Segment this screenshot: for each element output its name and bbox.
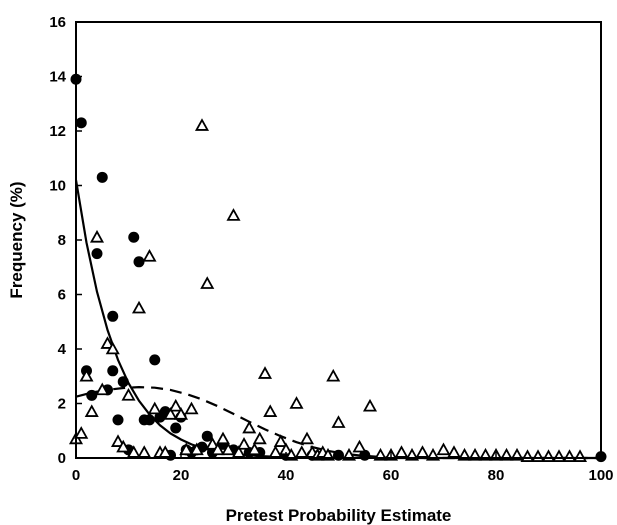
circle-point: [170, 422, 182, 434]
triangle-point: [205, 437, 220, 450]
triangle-point: [352, 439, 367, 453]
triangle-point: [121, 387, 136, 401]
x-tick-label: 20: [173, 467, 190, 484]
x-tick-label: 0: [72, 467, 80, 484]
triangle-point: [394, 445, 409, 458]
triangle-point: [147, 401, 162, 415]
triangle-point: [572, 449, 588, 462]
circle-point: [86, 389, 98, 401]
y-tick-label: 0: [58, 450, 66, 467]
triangle-point: [142, 248, 157, 262]
triangle-point: [415, 445, 430, 458]
triangle-point: [189, 442, 204, 456]
triangle-point: [184, 401, 199, 415]
x-tick-label: 100: [588, 467, 613, 484]
y-tick-label: 12: [49, 123, 66, 140]
circle-point: [112, 414, 124, 426]
triangle-point: [100, 336, 115, 349]
y-tick-label: 16: [49, 14, 66, 31]
plot-frame: [75, 21, 602, 459]
triangle-point: [231, 445, 246, 458]
triangle-point: [530, 449, 546, 462]
circle-point: [133, 256, 145, 268]
y-tick-label: 10: [49, 178, 66, 195]
triangle-point: [247, 442, 262, 456]
circle-point: [91, 248, 103, 260]
triangle-point: [541, 449, 556, 462]
triangle-point: [131, 300, 147, 314]
triangle-point: [74, 426, 89, 439]
x-axis-title: Pretest Probability Estimate: [226, 506, 452, 525]
triangle-point: [116, 439, 131, 453]
triangle-point: [210, 442, 225, 456]
x-tick-label: 80: [488, 467, 505, 484]
triangle-point: [173, 407, 189, 420]
triangle-point: [179, 442, 194, 456]
y-tick-label: 2: [58, 396, 66, 413]
triangle-point: [268, 445, 283, 458]
triangle-point: [89, 229, 105, 243]
triangle-point: [236, 437, 252, 450]
triangle-point: [215, 431, 231, 445]
y-tick-label: 6: [58, 287, 66, 304]
triangle-point: [331, 415, 346, 428]
triangle-point: [95, 382, 110, 396]
triangle-point: [242, 420, 257, 434]
triangle-point: [263, 404, 278, 417]
triangle-point: [299, 431, 315, 445]
circle-point: [75, 117, 87, 129]
data-markers: [68, 73, 607, 463]
triangle-point: [79, 368, 94, 382]
triangle-point: [551, 449, 567, 462]
y-tick-label: 4: [58, 341, 67, 358]
circle-point: [107, 310, 119, 322]
triangle-point: [294, 445, 309, 458]
triangle-point: [221, 442, 236, 456]
triangle-point: [257, 366, 273, 379]
triangle-point: [326, 368, 341, 382]
triangle-point: [105, 341, 120, 355]
triangle-point: [289, 396, 304, 409]
triangle-point: [520, 449, 535, 462]
triangle-point: [436, 442, 451, 456]
triangle-point: [362, 398, 378, 412]
y-tick-label: 8: [58, 232, 66, 249]
circle-point: [144, 414, 155, 426]
triangle-point: [562, 449, 577, 462]
x-tick-label: 60: [383, 467, 400, 484]
y-axis-title: Frequency (%): [7, 181, 26, 298]
circle-point: [333, 449, 344, 461]
x-tick-label: 40: [278, 467, 295, 484]
triangle-point: [200, 276, 215, 289]
triangle-point: [226, 208, 241, 221]
triangle-point: [158, 445, 173, 458]
triangle-point: [194, 118, 210, 131]
circle-point: [96, 171, 108, 183]
y-tick-label: 14: [49, 69, 66, 86]
triangle-point: [168, 398, 183, 412]
triangle-point: [273, 434, 288, 447]
triangle-point: [163, 407, 178, 420]
circle-point: [128, 231, 140, 243]
circle-point: [201, 430, 213, 442]
triangle-point: [446, 445, 462, 458]
triangle-point: [110, 434, 126, 447]
triangle-point: [126, 445, 141, 458]
triangle-point: [137, 445, 152, 458]
circle-point: [149, 354, 161, 366]
triangle-point: [84, 404, 99, 417]
tick-labels: 0 20 40 60 80 100 0 2 4 6 8 10 12 14 16: [49, 14, 613, 484]
circle-point: [107, 365, 119, 377]
circle-point: [117, 376, 129, 388]
axis-ticks: [75, 21, 602, 459]
triangle-point: [252, 431, 267, 445]
